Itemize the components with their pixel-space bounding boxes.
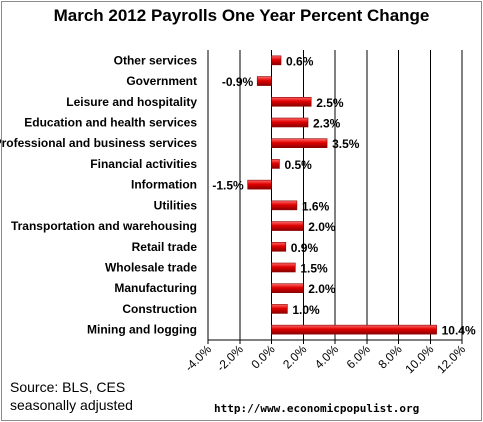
category-label: Construction: [122, 302, 197, 316]
data-label: 3.5%: [332, 137, 360, 151]
bar: [271, 55, 282, 66]
data-label: 1.0%: [292, 303, 320, 317]
bar: [271, 159, 280, 169]
category-label: Professional and business services: [0, 136, 197, 150]
x-tick-label: -2.0%: [214, 342, 246, 374]
category-label: Transportation and warehousing: [11, 219, 197, 233]
bar: [256, 76, 272, 86]
category-label: Retail trade: [132, 240, 198, 254]
x-tick-label: 8.0%: [375, 342, 404, 371]
data-label: 2.0%: [308, 220, 336, 234]
data-label: -0.9%: [222, 75, 254, 89]
x-tick-label: 6.0%: [344, 342, 373, 371]
bar: [271, 200, 298, 211]
data-label: 0.6%: [286, 54, 314, 68]
chart-title: March 2012 Payrolls One Year Percent Cha…: [53, 6, 430, 25]
category-label: Manufacturing: [114, 281, 197, 295]
x-tick-label: 2.0%: [280, 342, 309, 371]
data-label: -1.5%: [212, 179, 244, 193]
x-tick-label: 12.0%: [434, 342, 468, 376]
data-label: 1.6%: [302, 199, 330, 213]
bar: [271, 262, 296, 273]
category-label: Government: [126, 74, 197, 88]
gridlines: [207, 50, 463, 344]
category-label: Information: [131, 178, 197, 192]
bar: [271, 304, 288, 314]
x-tick-label: 10.0%: [402, 342, 436, 376]
category-label: Wholesale trade: [105, 261, 197, 275]
category-label: Mining and logging: [87, 323, 197, 337]
data-label: 10.4%: [442, 324, 476, 338]
bar: [271, 221, 304, 231]
bar: [271, 241, 287, 252]
category-label: Financial activities: [90, 157, 197, 171]
x-tick-label: 0.0%: [248, 342, 277, 371]
bar: [271, 324, 437, 335]
bar: [271, 283, 304, 294]
data-label: 2.3%: [313, 117, 341, 131]
site-url: http://www.economicpopulist.org: [214, 402, 420, 415]
data-label: 0.5%: [284, 158, 312, 172]
category-label: Education and health services: [24, 116, 197, 130]
source-note: Source: BLS, CES seasonally adjusted: [10, 378, 133, 414]
data-label: 2.5%: [316, 96, 344, 110]
data-label: 1.5%: [300, 262, 328, 276]
category-label: Other services: [114, 53, 198, 67]
data-label: 2.0%: [308, 282, 336, 296]
source-line-2: seasonally adjusted: [10, 397, 133, 413]
bar: [247, 179, 272, 190]
category-label: Leisure and hospitality: [66, 95, 197, 109]
data-label: 0.9%: [291, 241, 319, 255]
bars: [247, 55, 437, 335]
bar: [271, 138, 328, 149]
category-label: Utilities: [154, 198, 198, 212]
x-tick-label: -4.0%: [182, 342, 214, 374]
bar: [271, 96, 312, 107]
x-tick-label: 4.0%: [312, 342, 341, 371]
bar: [271, 117, 309, 128]
source-line-1: Source: BLS, CES: [10, 379, 126, 395]
